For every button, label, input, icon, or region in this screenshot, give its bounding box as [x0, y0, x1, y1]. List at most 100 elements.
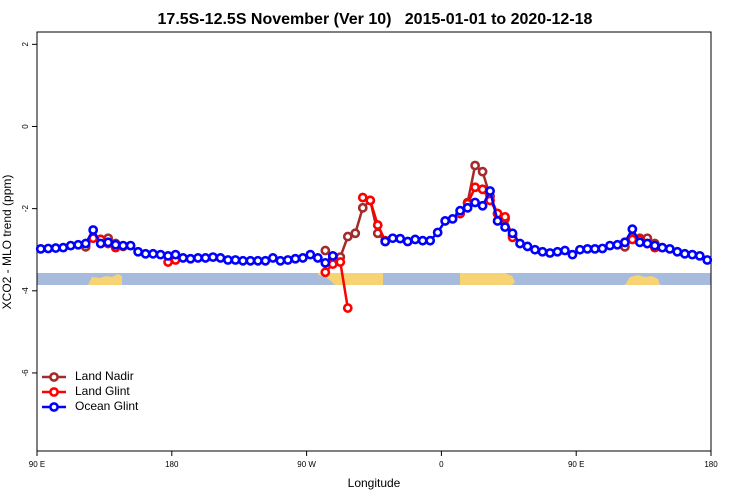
x-tick-label: 180 [704, 460, 718, 469]
data-point [320, 267, 331, 278]
data-point [582, 243, 593, 254]
legend-label: Land Nadir [75, 369, 134, 383]
data-point [223, 255, 233, 265]
chart-title: 17.5S-12.5S November (Ver 10) 2015-01-01… [158, 11, 593, 28]
x-tick-label: 90 W [297, 460, 316, 469]
data-point [642, 238, 653, 249]
data-point [350, 228, 361, 239]
data-point [290, 253, 301, 264]
data-point [612, 239, 623, 250]
data-point [320, 245, 331, 256]
data-point [515, 238, 525, 249]
land-mask [37, 273, 711, 285]
data-point [500, 211, 510, 222]
data-point [477, 200, 488, 211]
plot-frame [36, 31, 712, 452]
y-tick-label: 0 [21, 124, 30, 129]
data-point [103, 237, 114, 248]
data-point [238, 255, 248, 266]
y-tick-label: 2 [21, 42, 30, 47]
data-point [58, 242, 69, 253]
data-point [305, 249, 316, 260]
data-point [470, 197, 480, 208]
data-point [567, 249, 578, 260]
land-patch [460, 273, 515, 285]
x-tick-label: 90 E [29, 460, 45, 469]
data-point [327, 259, 338, 269]
data-point [327, 250, 338, 261]
x-tick-label: 90 E [568, 460, 584, 469]
legend-label: Land Glint [75, 384, 130, 398]
data-point [477, 184, 488, 195]
data-point [230, 255, 241, 265]
data-point [597, 243, 608, 254]
data-point [335, 257, 346, 267]
data-point [627, 234, 638, 245]
y-tick-label: -2 [21, 205, 30, 213]
data-point [253, 255, 263, 266]
data-point [575, 244, 585, 255]
data-point [170, 249, 181, 260]
data-point [395, 233, 406, 244]
data-point [357, 202, 368, 213]
data-point [440, 216, 451, 226]
data-point [35, 243, 46, 254]
data-point [133, 246, 143, 257]
data-point [155, 249, 166, 260]
data-point [185, 253, 196, 264]
data-point [140, 248, 151, 259]
data-point [118, 240, 129, 251]
data-point [148, 248, 158, 259]
x-tick-label: 180 [165, 460, 179, 469]
data-point [402, 236, 413, 247]
data-point [590, 243, 600, 254]
y-tick-label: -4 [21, 287, 30, 295]
legend-label: Ocean Glint [75, 399, 139, 413]
legend-marker [49, 402, 59, 412]
data-point [50, 243, 61, 253]
data-point [672, 246, 683, 257]
data-point [282, 255, 293, 265]
data-point [485, 186, 495, 196]
data-point [200, 253, 211, 263]
data-point [619, 237, 630, 248]
data-point [634, 237, 645, 248]
data-point [73, 239, 84, 250]
legend-marker [49, 387, 59, 397]
data-point [679, 248, 690, 259]
data-point [95, 238, 106, 249]
data-point [267, 253, 278, 263]
data-point [694, 250, 705, 261]
data-point [297, 253, 308, 263]
data-point [245, 255, 256, 266]
data-point [455, 205, 466, 216]
data-point [470, 182, 480, 193]
data-point [477, 166, 488, 177]
data-point [88, 225, 99, 235]
data-point [432, 227, 443, 238]
data-point [530, 244, 540, 255]
data-point [178, 253, 188, 263]
data-point [507, 228, 518, 239]
data-point [215, 253, 226, 263]
data-point [605, 240, 615, 251]
data-point [80, 238, 91, 249]
legend-marker [49, 372, 59, 382]
x-axis-title: Longitude [348, 476, 401, 490]
data-point [522, 241, 533, 252]
data-point [342, 231, 353, 242]
data-point [410, 234, 421, 245]
data-point [387, 233, 398, 244]
data-point [380, 236, 391, 247]
data-point [702, 255, 713, 265]
data-point [627, 224, 638, 235]
data-point [110, 239, 121, 250]
data-point [208, 252, 218, 263]
land-patch [318, 273, 383, 285]
data-point [260, 255, 271, 266]
data-point [65, 240, 76, 251]
y-tick-label: -6 [21, 369, 30, 377]
data-point [470, 160, 480, 171]
